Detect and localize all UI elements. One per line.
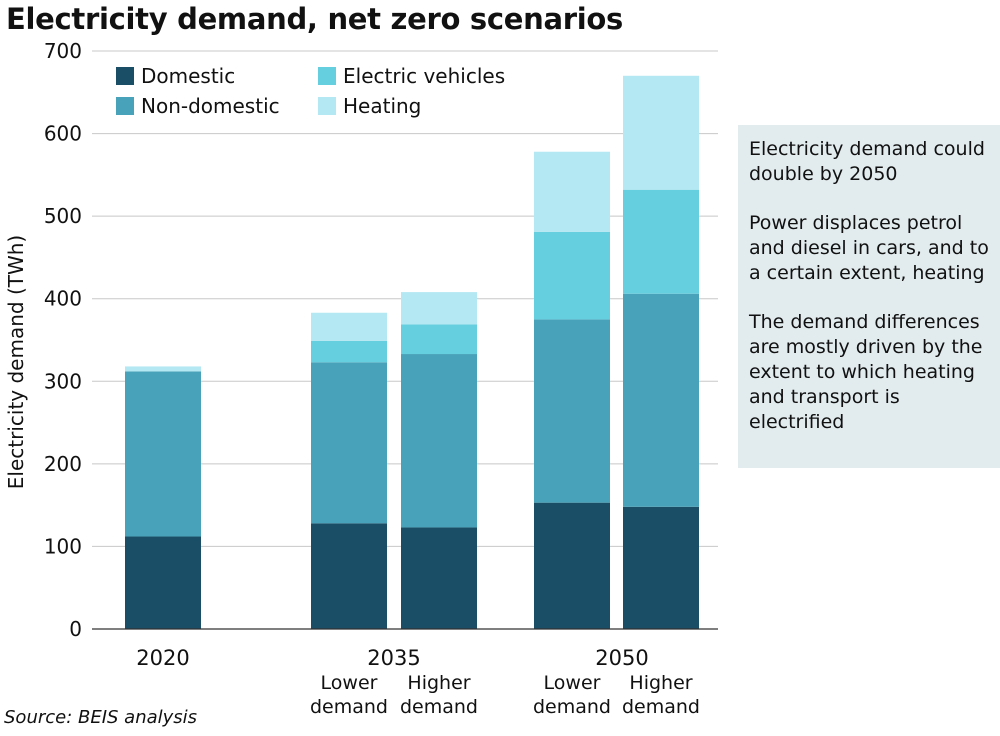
bar-segment-domestic <box>623 506 699 629</box>
bar-label: Higher demand <box>400 672 478 718</box>
bar-segment-electric-vehicles <box>623 189 699 294</box>
bar-segment-non-domestic <box>401 354 477 528</box>
chart-title: Electricity demand, net zero scenarios <box>6 2 623 36</box>
bar-segment-electric-vehicles <box>311 340 387 363</box>
bar-segment-domestic <box>401 527 477 629</box>
legend-swatch <box>116 97 134 115</box>
y-tick-labels: 0 100 200 300 400 500 600 700 <box>44 39 82 641</box>
bar-segment-domestic <box>125 536 201 629</box>
bar-label: Lower demand <box>533 672 611 718</box>
legend-label: Heating <box>343 94 421 118</box>
bar-segment-heating <box>401 292 477 325</box>
bar-label: Higher demand <box>622 672 700 718</box>
y-tick-label: 200 <box>44 452 82 476</box>
bar-label: Lower demand <box>310 672 388 718</box>
legend-label: Domestic <box>141 64 235 88</box>
legend-label: Non-domestic <box>141 94 280 118</box>
y-tick-label: 300 <box>44 369 82 393</box>
source-note: Source: BEIS analysis <box>4 707 198 728</box>
bar-segment-heating <box>125 366 201 372</box>
annotation-line-3: The demand differences are mostly driven… <box>749 311 983 433</box>
bar-segment-electric-vehicles <box>401 324 477 355</box>
bar-segment-domestic <box>311 523 387 629</box>
bar-segment-domestic <box>534 502 610 629</box>
bar-segment-non-domestic <box>534 319 610 503</box>
y-tick-label: 500 <box>44 204 82 228</box>
bar-segment-heating <box>623 75 699 190</box>
y-tick-label: 600 <box>44 122 82 146</box>
annotation-line-1: Electricity demand could double by 2050 <box>749 138 985 185</box>
y-tick-label: 400 <box>44 287 82 311</box>
y-tick-label: 0 <box>69 617 82 641</box>
bar-segment-non-domestic <box>623 293 699 507</box>
legend: Domestic Non-domestic Electric vehicles Hea… <box>116 64 505 118</box>
legend-swatch <box>318 97 336 115</box>
legend-swatch <box>318 67 336 85</box>
y-tick-label: 100 <box>44 534 82 558</box>
annotation-box: Electricity demand could double by 2050 … <box>738 125 1000 468</box>
bar-segment-electric-vehicles <box>534 231 610 320</box>
annotation-line-2: Power displaces petrol and diesel in car… <box>749 212 989 284</box>
bar-segment-non-domestic <box>125 371 201 537</box>
bar-segment-heating <box>534 151 610 232</box>
y-axis-label: Electricity demand (TWh) <box>4 235 28 489</box>
bar-segment-heating <box>311 312 387 341</box>
bar-segment-non-domestic <box>311 362 387 524</box>
group-label: 2050 <box>595 646 648 670</box>
legend-swatch <box>116 67 134 85</box>
bars <box>125 75 699 629</box>
group-label: 2035 <box>367 646 420 670</box>
y-tick-label: 700 <box>44 39 82 63</box>
legend-label: Electric vehicles <box>343 64 505 88</box>
group-label: 2020 <box>136 646 189 670</box>
